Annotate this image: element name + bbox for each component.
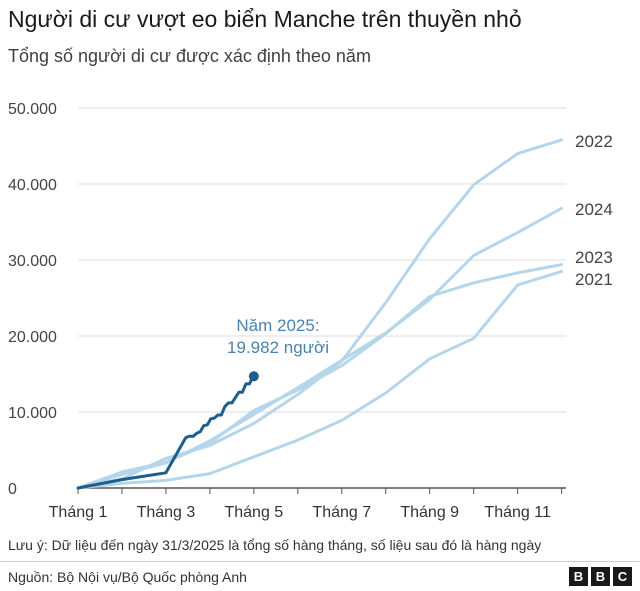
series-line-2021 — [76, 269, 564, 490]
y-tick-label: 10.000 — [8, 405, 57, 422]
chart-subtitle: Tổng số người di cư được xác định theo n… — [8, 46, 371, 66]
x-tick-label: Tháng 1 — [49, 504, 108, 521]
logo-letter: B — [569, 567, 588, 586]
logo-letter: B — [591, 567, 610, 586]
source-text: Nguồn: Bộ Nội vụ/Bộ Quốc phòng Anh — [8, 569, 247, 585]
y-tick-label: 50.000 — [8, 101, 57, 118]
chart-title: Người di cư vượt eo biển Manche trên thu… — [8, 6, 522, 32]
x-tick-label: Tháng 9 — [400, 504, 459, 521]
series-label-2023: 2023 — [575, 248, 613, 267]
line-chart: 0 10.000 20.000 30.000 40.000 50.000 Tháng 1 Th… — [8, 101, 613, 521]
logo-letter: C — [613, 567, 632, 586]
bbc-logo: B B C — [569, 567, 632, 586]
x-tick-label: Tháng 11 — [484, 504, 551, 521]
series-line-2022 — [76, 138, 564, 490]
series-label-2021: 2021 — [575, 270, 613, 289]
y-tick-label: 0 — [8, 481, 17, 498]
annotation-line2: 19.982 người — [227, 338, 329, 357]
x-tick-label: Tháng 5 — [224, 504, 283, 521]
y-tick-label: 20.000 — [8, 329, 57, 346]
series-label-2024: 2024 — [575, 200, 613, 219]
annotation-line1: Năm 2025: — [236, 316, 319, 335]
series-label-2022: 2022 — [575, 132, 613, 151]
y-tick-label: 40.000 — [8, 177, 57, 194]
footer-divider — [0, 561, 640, 562]
y-tick-label: 30.000 — [8, 253, 57, 270]
series-line-2023 — [76, 263, 564, 490]
last-point-marker — [248, 371, 259, 382]
x-tick-label: Tháng 3 — [137, 504, 196, 521]
x-tick-label: Tháng 7 — [312, 504, 371, 521]
series-line-2025 — [76, 374, 255, 490]
data-note: Lưu ý: Dữ liệu đến ngày 31/3/2025 là tổn… — [8, 537, 542, 553]
